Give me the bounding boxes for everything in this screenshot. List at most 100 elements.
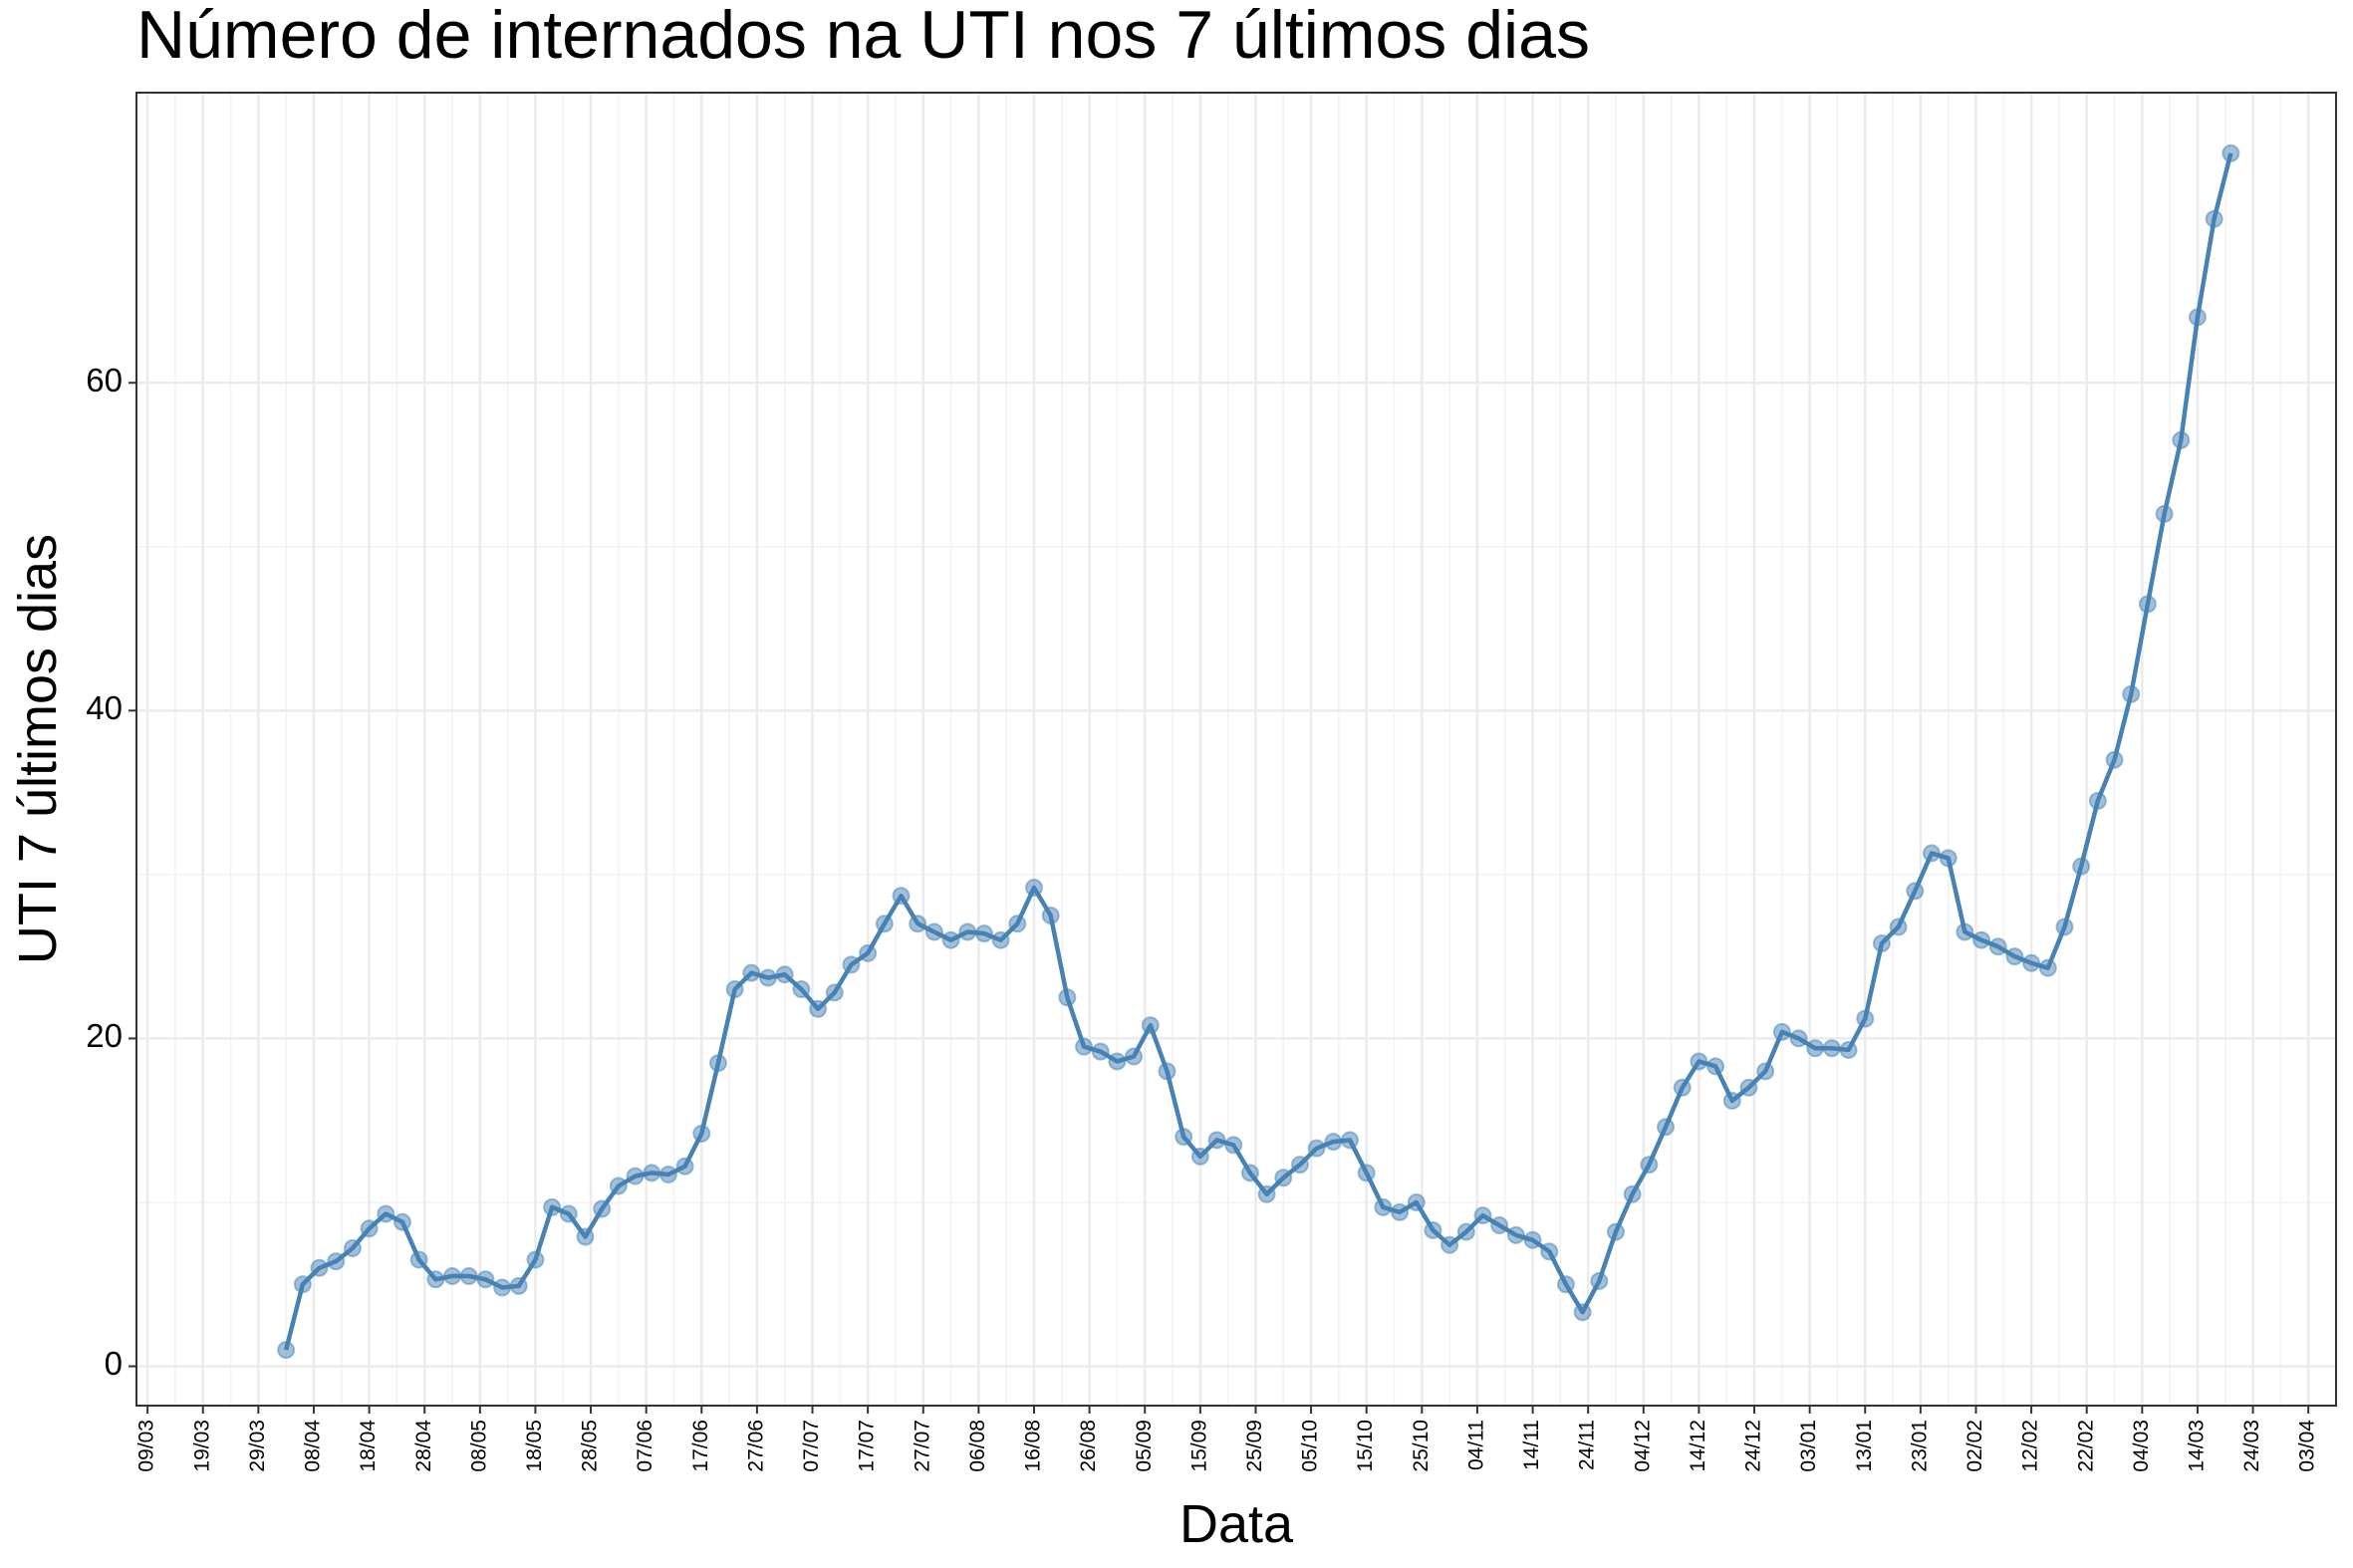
data-point [675, 1157, 694, 1176]
data-point [1307, 1139, 1326, 1158]
data-point [1008, 915, 1027, 933]
data-point [1623, 1184, 1642, 1203]
data-point [892, 887, 911, 906]
data-point [377, 1204, 395, 1223]
data-point [1657, 1118, 1676, 1137]
data-point [1257, 1184, 1276, 1203]
data-point [559, 1204, 578, 1223]
data-point [1190, 1147, 1209, 1166]
data-point [310, 1258, 329, 1277]
data-point [1872, 933, 1891, 952]
data-point [1922, 844, 1941, 863]
x-tick-label: 22/02 [2074, 1420, 2097, 1472]
x-tick-label: 04/12 [1631, 1420, 1654, 1472]
data-point [593, 1199, 612, 1218]
data-point [991, 930, 1010, 949]
data-point [1889, 917, 1908, 936]
data-point [2122, 684, 2141, 703]
x-tick-label: 28/04 [412, 1420, 435, 1472]
x-tick-label: 23/01 [1908, 1420, 1931, 1472]
data-point [909, 915, 927, 933]
data-point [2172, 430, 2191, 449]
x-tick-label: 02/02 [1963, 1420, 1986, 1472]
data-point [459, 1267, 478, 1286]
data-point [1374, 1197, 1393, 1216]
x-tick-label: 24/11 [1576, 1420, 1599, 1470]
data-point [1789, 1029, 1808, 1048]
x-tick-label: 18/05 [523, 1420, 546, 1472]
data-point [1357, 1164, 1376, 1182]
data-point [293, 1275, 312, 1294]
data-point [277, 1341, 296, 1360]
x-tick-label: 16/08 [1022, 1420, 1045, 1472]
x-tick-label: 17/06 [689, 1420, 712, 1472]
data-point [543, 1197, 562, 1216]
data-point [1756, 1062, 1775, 1081]
data-point [1822, 1039, 1841, 1058]
x-tick-label: 14/11 [1520, 1420, 1543, 1470]
data-point [1856, 1009, 1875, 1028]
x-tick-label: 15/09 [1187, 1420, 1210, 1472]
data-point [1490, 1216, 1509, 1235]
x-tick-label: 27/06 [744, 1420, 767, 1472]
data-point [1407, 1192, 1426, 1211]
data-point [2038, 958, 2057, 977]
data-point [360, 1219, 379, 1238]
data-point [2005, 947, 2024, 966]
data-point [2155, 504, 2174, 523]
data-point [1839, 1040, 1858, 1059]
x-tick-label: 24/12 [1742, 1420, 1765, 1472]
data-point [825, 983, 844, 1002]
x-tick-label: 04/11 [1464, 1420, 1487, 1470]
x-tick-label: 04/03 [2130, 1420, 2153, 1472]
data-line [283, 152, 2233, 1351]
x-tick-label: 03/01 [1797, 1420, 1820, 1472]
data-point [1739, 1078, 1758, 1097]
x-tick-label: 15/10 [1354, 1420, 1377, 1472]
x-tick-label: 03/04 [2296, 1420, 2319, 1472]
x-tick-label: 18/04 [357, 1420, 380, 1472]
data-point [493, 1278, 512, 1297]
data-point [2105, 750, 2124, 769]
data-point [2138, 595, 2157, 614]
data-point [426, 1270, 445, 1289]
data-point [941, 930, 960, 949]
data-point [1473, 1206, 1492, 1225]
data-point [1556, 1275, 1575, 1294]
data-point [1988, 937, 2007, 956]
data-point [974, 924, 993, 943]
data-point [2188, 308, 2207, 327]
y-tick-label: 60 [86, 362, 123, 398]
x-tick-label: 25/10 [1410, 1420, 1433, 1472]
data-point [1240, 1164, 1259, 1182]
data-point [1041, 907, 1060, 925]
data-point [1024, 879, 1043, 898]
data-point [1158, 1062, 1176, 1081]
data-point [609, 1176, 628, 1195]
data-point [1141, 1016, 1160, 1035]
data-point [1175, 1128, 1193, 1147]
data-point [643, 1164, 661, 1182]
data-point [443, 1267, 462, 1286]
data-point [1640, 1156, 1659, 1175]
data-point [1324, 1133, 1343, 1152]
x-tick-label: 14/03 [2186, 1420, 2209, 1472]
data-point [875, 915, 894, 933]
data-point [1125, 1047, 1144, 1066]
x-tick-label: 06/08 [966, 1420, 989, 1472]
data-point [809, 999, 828, 1018]
data-point [1091, 1042, 1110, 1061]
data-point [759, 968, 778, 987]
data-point [1274, 1169, 1293, 1187]
data-point [1972, 930, 1991, 949]
data-point [1506, 1225, 1525, 1244]
data-point [576, 1227, 595, 1246]
data-point [2072, 857, 2091, 876]
data-point [1207, 1131, 1226, 1150]
data-point [476, 1270, 495, 1289]
data-point [1523, 1230, 1542, 1249]
data-point [2022, 953, 2041, 972]
data-point [2055, 917, 2074, 936]
x-tick-label: 08/05 [467, 1420, 490, 1472]
